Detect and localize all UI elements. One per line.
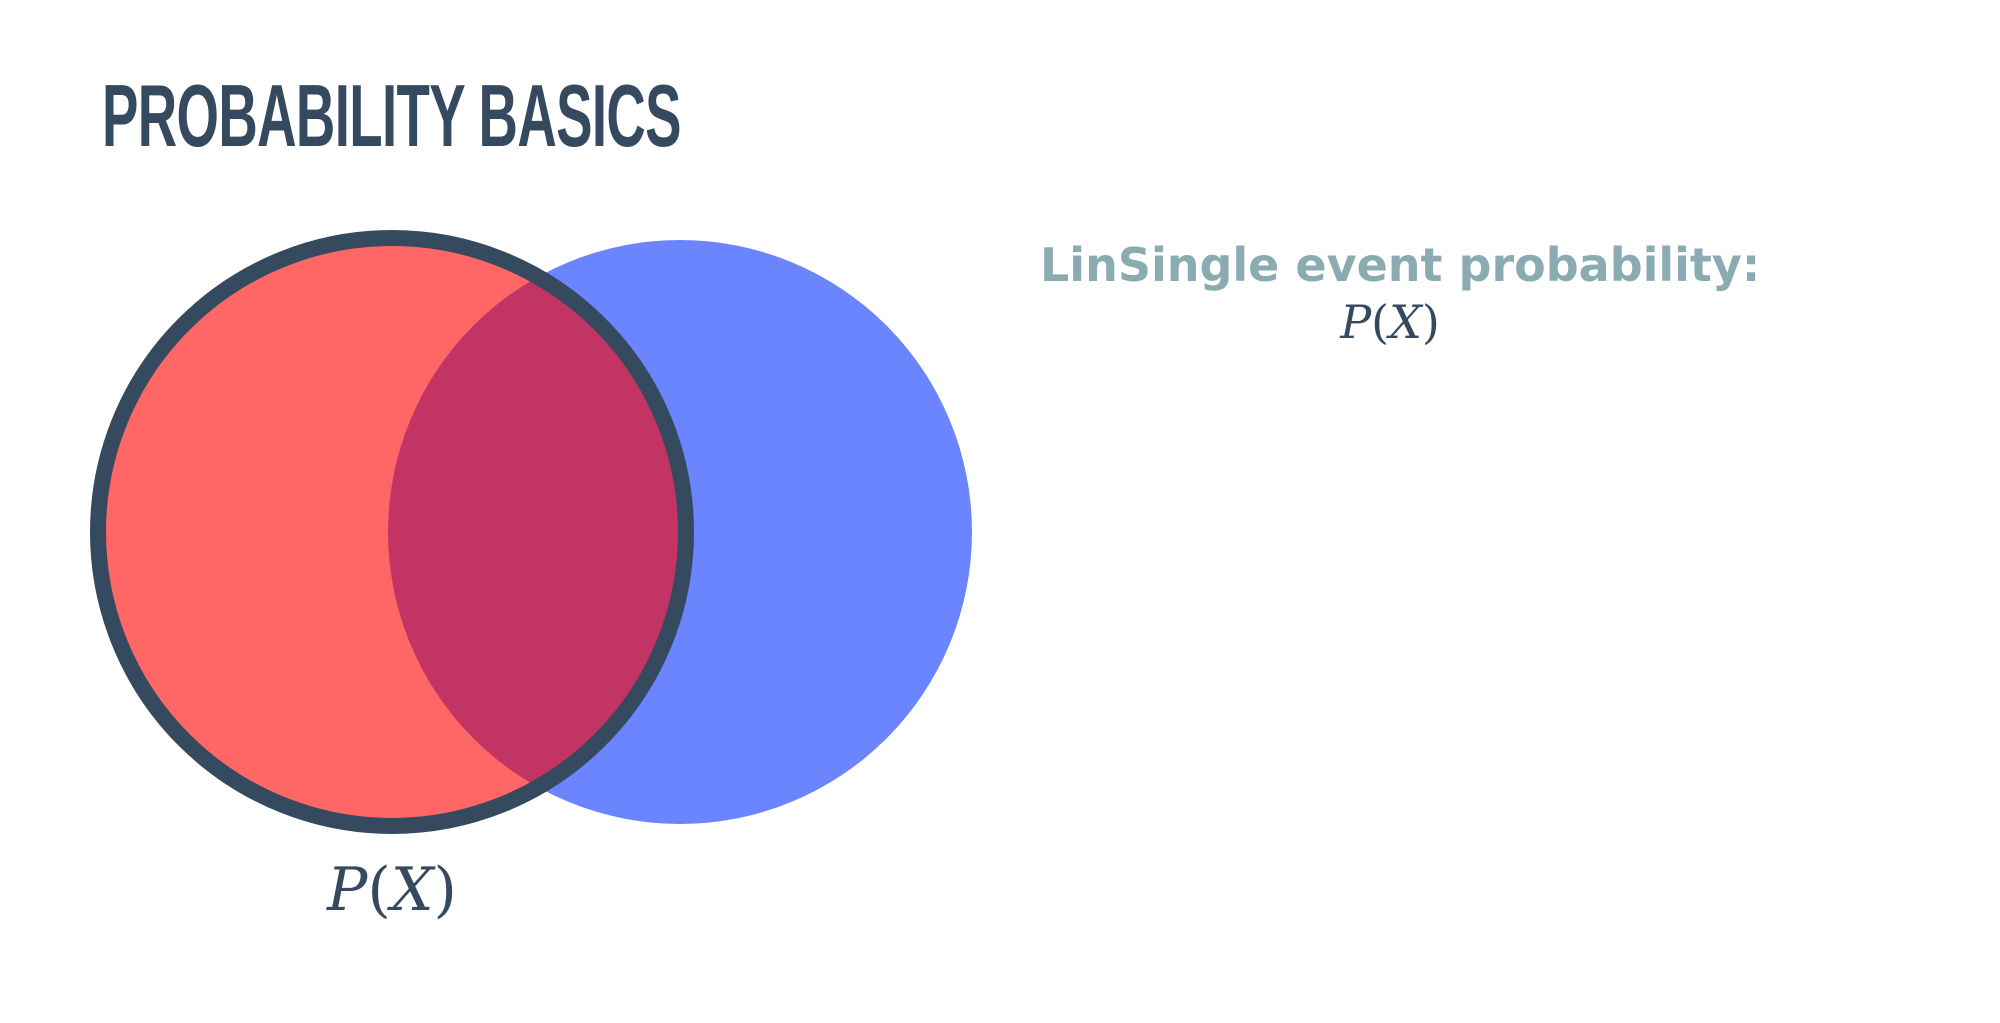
event-x-label: P(X) (326, 855, 457, 925)
event-x-outline (90, 230, 694, 834)
close-paren: ) (434, 855, 457, 925)
event-variable: X (387, 855, 436, 925)
formula-variable: X (1389, 295, 1422, 350)
formula-open-paren: ( (1371, 295, 1390, 350)
page-title: PROBABILITY BASICS (102, 66, 682, 165)
formula-close-paren: ) (1421, 295, 1440, 350)
open-paren: ( (367, 855, 390, 925)
probability-symbol: P (326, 855, 369, 925)
formula-symbol: P (1340, 295, 1372, 350)
definition-panel: LinSingle event probability: P(X) (1040, 238, 1761, 353)
definition-formula: P(X) (1040, 293, 1740, 353)
definition-heading: LinSingle event probability: (1040, 238, 1761, 292)
